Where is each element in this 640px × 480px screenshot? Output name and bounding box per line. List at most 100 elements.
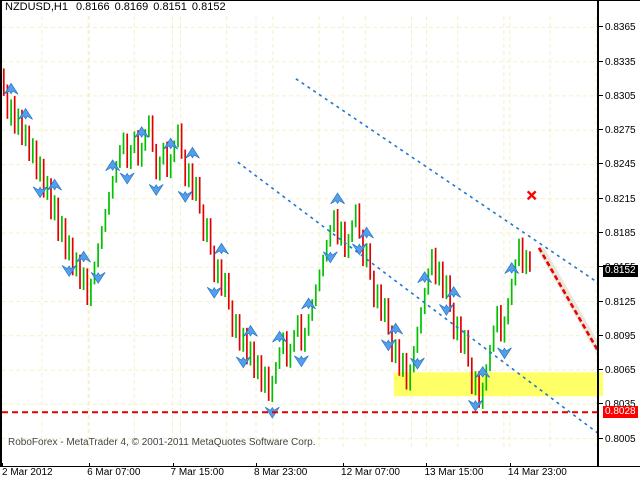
bull-fractal-icon	[163, 137, 178, 150]
price-tick-dash	[599, 334, 603, 336]
target-price-box: 0.8028	[603, 406, 638, 419]
trendline-channel-lower	[237, 161, 597, 434]
price-tick-label: 0.8365	[605, 22, 636, 34]
price-tick-dash	[599, 129, 603, 131]
price-tick-dash	[599, 163, 603, 165]
price-tick: 0.8365	[599, 22, 640, 33]
price-tick: 0.8335	[599, 57, 640, 68]
price-tick: 0.8125	[599, 297, 640, 308]
chart-plot-area[interactable]	[2, 16, 597, 450]
time-tick-mark	[255, 463, 257, 467]
price-tick: 0.8305	[599, 91, 640, 102]
bear-fractal-icon	[177, 191, 193, 203]
price-tick: 0.8065	[599, 365, 640, 376]
bear-fractal-icon	[352, 243, 367, 256]
bull-fractal-icon	[388, 322, 403, 335]
fractal-markers	[3, 82, 520, 419]
frame-bottom-border	[0, 466, 640, 467]
price-tick-dash	[599, 437, 603, 439]
time-tick-mark	[509, 463, 511, 467]
time-tick-label: 14 Mar 23:00	[507, 467, 567, 478]
frame-right-border	[597, 0, 599, 467]
bear-fractal-icon	[206, 286, 222, 299]
bull-fractal-icon	[417, 271, 432, 283]
ohlc-open: 0.8166	[75, 1, 110, 13]
price-tick: 0.8245	[599, 159, 640, 170]
time-tick-label: 13 Mar 15:00	[424, 467, 484, 478]
bear-fractal-icon	[32, 186, 48, 199]
bull-fractal-icon	[272, 330, 287, 343]
ohlc-high: 0.8169	[114, 1, 149, 13]
price-tick: 0.8035	[599, 399, 640, 410]
cross-marker-icon	[526, 190, 537, 201]
bear-fractal-icon	[497, 347, 512, 360]
time-tick-label: 8 Mar 23:00	[253, 467, 308, 478]
price-tick-label: 0.8095	[605, 330, 636, 342]
bull-fractal-icon	[3, 82, 19, 95]
bull-fractal-icon	[47, 178, 62, 191]
price-tick: 0.8095	[599, 331, 640, 342]
price-tick-label: 0.8275	[605, 125, 636, 137]
bull-fractal-icon	[446, 286, 461, 298]
bull-fractal-icon	[330, 192, 345, 205]
chart-canvas	[2, 16, 597, 450]
price-tick-dash	[599, 60, 603, 62]
bear-fractal-icon	[439, 304, 454, 316]
symbol-period-label: NZDUSD,H1	[5, 1, 68, 13]
price-tick-dash	[599, 232, 603, 233]
price-tick: 0.8185	[599, 228, 640, 239]
bear-fractal-icon	[148, 184, 164, 196]
price-scale[interactable]: 0.8365 0.8335 0.8305 0.8275 0.8245 0.8215 0.81…	[599, 0, 640, 467]
forecast-arrow	[537, 247, 597, 354]
price-tick-label: 0.8185	[605, 228, 636, 239]
bull-fractal-icon	[359, 226, 374, 239]
grid-lines	[2, 16, 597, 450]
time-tick-mark	[426, 463, 428, 467]
bull-fractal-icon	[134, 126, 149, 138]
bear-fractal-icon	[235, 356, 251, 369]
bear-fractal-icon	[381, 339, 396, 352]
bear-fractal-icon	[119, 172, 135, 185]
time-tick-mark	[2, 463, 3, 467]
price-tick-dash	[599, 403, 603, 405]
bull-fractal-icon	[214, 242, 229, 255]
bull-fractal-icon	[185, 146, 200, 159]
price-tick-label: 0.8245	[605, 159, 636, 171]
chart-header: NZDUSD,H1 0.8166 0.8169 0.8151 0.8152	[5, 1, 231, 15]
target-zone-rectangle	[393, 372, 597, 397]
bear-fractal-icon	[61, 265, 77, 278]
candlestick-series	[2, 68, 531, 409]
bull-fractal-icon	[18, 107, 33, 120]
price-tick-label: 0.8005	[605, 433, 636, 445]
bear-fractal-icon	[410, 357, 425, 370]
bear-fractal-icon	[468, 400, 483, 412]
price-tick-dash	[599, 266, 603, 268]
current-price-box: 0.8152	[603, 264, 638, 277]
ohlc-low: 0.8151	[153, 1, 187, 13]
bear-fractal-icon	[323, 251, 338, 264]
trendline-channel-upper	[295, 78, 597, 283]
bull-fractal-icon	[76, 250, 91, 263]
bull-fractal-icon	[504, 262, 520, 274]
price-tick-label: 0.8125	[605, 296, 636, 308]
time-scale[interactable]: 2 Mar 2012 6 Mar 07:00 7 Mar 15:00 8 Mar 23…	[0, 463, 640, 480]
time-tick-label: 6 Mar 07:00	[87, 467, 141, 478]
time-tick-label: 7 Mar 15:00	[170, 467, 224, 478]
bull-fractal-icon	[475, 365, 491, 378]
price-tick-dash	[599, 369, 603, 371]
price-tick: 0.8005	[599, 434, 640, 445]
ohlc-close: 0.8152	[191, 1, 226, 13]
time-tick-mark	[343, 463, 345, 467]
price-tick-label: 0.8065	[605, 365, 636, 377]
bear-fractal-icon	[90, 272, 106, 284]
frame-top-border	[0, 0, 640, 1]
frame-left-border	[0, 0, 2, 467]
bear-fractal-icon	[294, 355, 309, 368]
time-tick-label: 12 Mar 07:00	[341, 467, 400, 478]
bull-fractal-icon	[105, 159, 120, 172]
price-tick-label: 0.8305	[605, 90, 636, 102]
price-tick-dash	[599, 300, 603, 302]
time-tick-mark	[172, 463, 174, 467]
bull-fractal-icon	[301, 297, 316, 310]
price-tick-label: 0.8035	[605, 399, 636, 411]
